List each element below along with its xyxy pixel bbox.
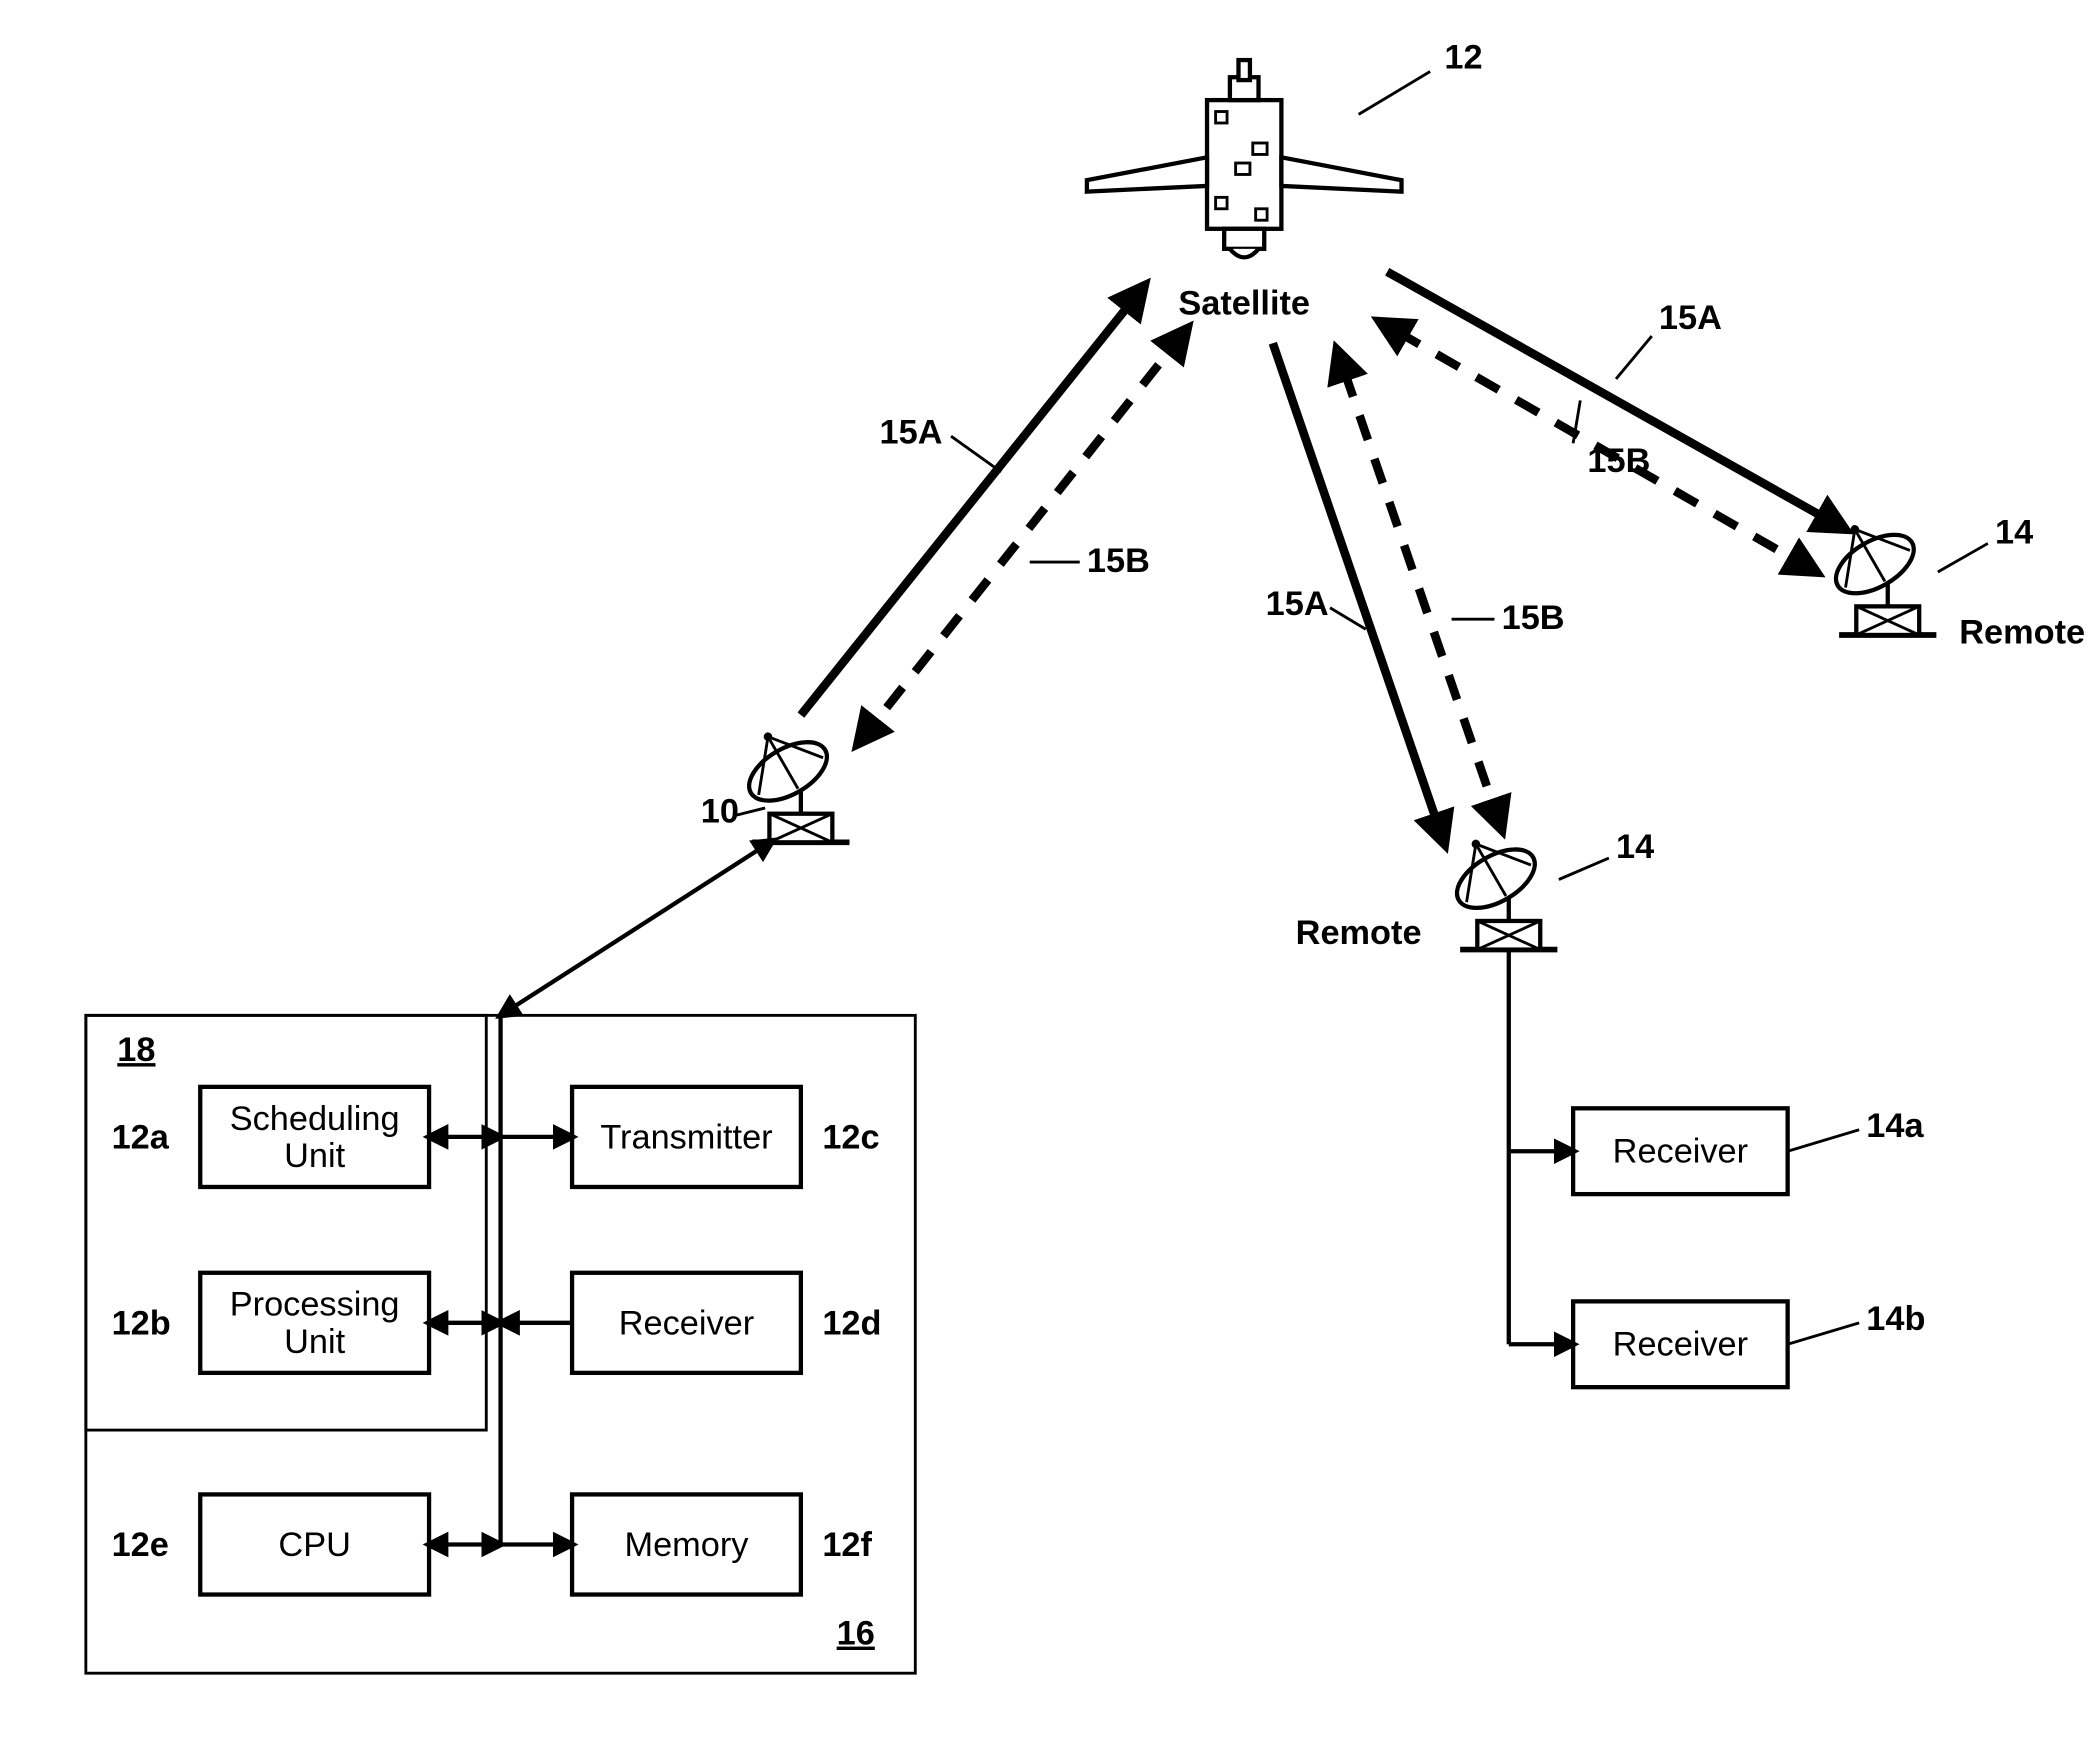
memory-label: Memory — [625, 1526, 750, 1564]
ref-14-right: 14 — [1995, 513, 2033, 551]
ref-14a: 14a — [1866, 1107, 1924, 1145]
remote-center-receivers: Receiver 14a Receiver 14b — [1509, 951, 1926, 1387]
hub-dish-icon — [729, 712, 850, 843]
ref-12d: 12d — [822, 1304, 881, 1342]
satellite-icon — [1087, 60, 1402, 257]
label-15B-right: 15B — [1587, 442, 1650, 480]
receiver-14b-label: Receiver — [1613, 1326, 1748, 1364]
remote-center-dish-icon — [1437, 819, 1558, 950]
ref-14-center: 14 — [1616, 828, 1654, 866]
satellite-group: Satellite 12 — [1087, 39, 1483, 323]
cpu-label: CPU — [278, 1526, 350, 1564]
leader-12 — [1359, 72, 1431, 115]
ref-18: 18 — [117, 1031, 155, 1069]
ref-12e: 12e — [112, 1526, 169, 1564]
ref-16: 16 — [837, 1615, 875, 1653]
link-hub-satellite: 15A 15B — [801, 286, 1187, 744]
remote-right-label: Remote — [1959, 614, 2085, 652]
label-15A-right: 15A — [1659, 299, 1722, 337]
ref-12b: 12b — [112, 1304, 171, 1342]
scheduling-l1: Scheduling — [230, 1100, 400, 1138]
ref-12a: 12a — [112, 1118, 170, 1156]
transmitter-label: Transmitter — [600, 1118, 772, 1156]
label-15B-center: 15B — [1502, 599, 1565, 637]
ref-12: 12 — [1444, 39, 1482, 77]
processing-l1: Processing — [230, 1286, 400, 1324]
hub-dish-group: 10 — [701, 712, 850, 843]
leader-14-right — [1938, 543, 1988, 572]
receiver-14a-label: Receiver — [1613, 1133, 1748, 1171]
satellite-label: Satellite — [1178, 285, 1310, 323]
label-15B-left: 15B — [1087, 542, 1150, 580]
scheduling-l2: Unit — [284, 1137, 345, 1175]
remote-center-group: Remote 14 — [1296, 819, 1655, 952]
remote-center-label: Remote — [1296, 914, 1422, 952]
diagram-canvas: Satellite 12 15A 15B 15A 15B 15A 15B — [0, 0, 2088, 1759]
ref-14b: 14b — [1866, 1300, 1925, 1338]
receiver-12d-label: Receiver — [619, 1304, 754, 1342]
ref-10: 10 — [701, 792, 739, 830]
link-satellite-remote-center: 15A 15B — [1266, 343, 1565, 844]
leader-14-center — [1559, 858, 1609, 879]
ref-12c: 12c — [822, 1118, 879, 1156]
hub-enclosure: 16 18 Scheduling Unit 12a Processing Uni… — [86, 841, 915, 1673]
label-15A-center: 15A — [1266, 585, 1329, 623]
link-satellite-remote-right: 15A 15B — [1380, 272, 1845, 572]
remote-right-group: Remote 14 — [1816, 504, 2086, 651]
processing-l2: Unit — [284, 1323, 345, 1361]
ref-12f: 12f — [822, 1526, 872, 1564]
label-15A-left: 15A — [880, 413, 943, 451]
